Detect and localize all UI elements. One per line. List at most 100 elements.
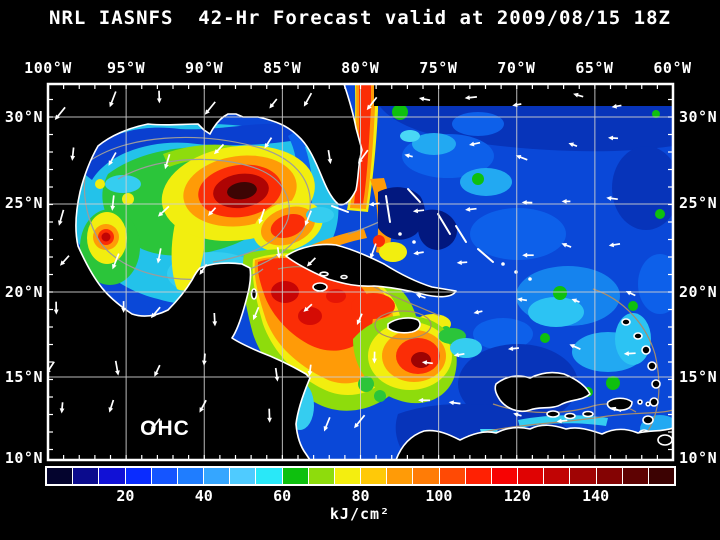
wind-arrow: [571, 298, 580, 304]
wind-arrow: [369, 243, 377, 259]
wind-arrow: [201, 353, 207, 366]
wind-arrow: [53, 301, 59, 315]
wind-arrow: [469, 141, 481, 147]
wind-arrow: [611, 103, 622, 109]
wind-arrow: [623, 351, 636, 356]
wind-arrow: [306, 257, 317, 267]
wind-arrow: [156, 90, 162, 104]
wind-arrow: [357, 149, 369, 164]
wind-arrow: [366, 96, 378, 111]
wind-arrow: [258, 208, 266, 225]
latitude-tick-label-right: 10°N: [679, 449, 718, 467]
wind-arrow: [157, 205, 170, 217]
wind-arrow: [204, 101, 216, 115]
wind-arrow: [114, 360, 120, 376]
colorbar-segment: [491, 468, 518, 484]
wind-arrow: [404, 153, 413, 159]
wind-arrow: [199, 263, 208, 275]
wind-arrow: [521, 200, 533, 205]
ohc-overlay-label: OHC: [140, 417, 190, 440]
wind-arrow: [473, 309, 483, 315]
wind-arrow: [515, 154, 528, 161]
colorbar-segment: [361, 468, 387, 484]
colorbar-segment: [256, 468, 282, 484]
latitude-tick-label-left: 15°N: [4, 368, 43, 386]
colorbar-segment: [387, 468, 413, 484]
wind-arrow: [112, 253, 120, 270]
wind-arrow: [110, 195, 116, 211]
latitude-tick-label-right: 20°N: [679, 283, 718, 301]
wind-arrow: [418, 397, 431, 403]
wind-arrow: [108, 152, 117, 166]
colorbar-segment: [151, 468, 177, 484]
wind-arrow: [213, 143, 225, 155]
colorbar-tick-label: 120: [503, 487, 531, 505]
colorbar-segment: [465, 468, 491, 484]
longitude-tick-label: 75°W: [419, 59, 458, 77]
colorbar-tick-label: 80: [351, 487, 370, 505]
colorbar-tick-label: 100: [425, 487, 453, 505]
wind-arrow: [561, 199, 571, 204]
wind-arrow: [412, 208, 425, 214]
colorbar-tick-label: 60: [273, 487, 292, 505]
wind-arrow: [368, 201, 380, 207]
colorbar-segment: [204, 468, 230, 484]
wind-arrow: [372, 351, 377, 364]
colorbar-segment: [544, 468, 570, 484]
longitude-tick-label: 80°W: [341, 59, 380, 77]
wind-arrow: [212, 312, 218, 327]
wind-arrow: [561, 242, 572, 248]
wind-arrow: [522, 252, 534, 258]
wind-arrow: [156, 248, 162, 264]
wind-arrow: [150, 418, 161, 432]
wind-arrow: [121, 301, 126, 313]
plot-title: NRL IASNFS 42-Hr Forecast valid at 2009/…: [49, 7, 671, 29]
colorbar-segment: [413, 468, 439, 484]
wind-arrow: [608, 135, 619, 141]
latitude-tick-label-left: 20°N: [4, 283, 43, 301]
colorbar-segment: [73, 468, 99, 484]
wind-arrow: [625, 291, 636, 297]
wind-arrow: [267, 408, 272, 423]
latitude-tick-label-left: 30°N: [4, 108, 43, 126]
colorbar-segment: [177, 468, 204, 484]
wind-arrow: [415, 293, 426, 299]
colorbar-segment: [596, 468, 622, 484]
wind-arrow: [303, 92, 313, 107]
wind-arrow: [606, 196, 618, 201]
colorbar-segment: [648, 468, 675, 484]
colorbar-segment: [518, 468, 544, 484]
colorbar-segment: [570, 468, 596, 484]
bahamas-banks: [331, 187, 532, 281]
latitude-tick-label-right: 30°N: [679, 108, 718, 126]
longitude-tick-label: 65°W: [575, 59, 614, 77]
wind-arrow: [573, 92, 584, 98]
longitude-tick-label: 70°W: [497, 59, 536, 77]
wind-arrow: [513, 412, 522, 418]
colorbar: [45, 466, 676, 486]
wind-arrow: [276, 247, 281, 259]
latitude-tick-label-left: 10°N: [4, 449, 43, 467]
longitude-tick-label: 100°W: [24, 59, 72, 77]
wind-arrow: [517, 297, 528, 302]
wind-arrow: [507, 346, 519, 352]
wind-arrow: [448, 400, 461, 406]
map-frame: [46, 82, 675, 462]
longitude-tick-label: 90°W: [185, 59, 224, 77]
colorbar-segment: [47, 468, 73, 484]
wind-arrow: [252, 306, 260, 321]
map-plot: OHC: [46, 82, 675, 462]
colorbar-tick-label: 40: [194, 487, 213, 505]
wind-arrow: [413, 250, 424, 256]
wind-arrow: [465, 206, 477, 212]
wind-arrow: [421, 360, 433, 366]
colorbar-segment: [99, 468, 125, 484]
wind-arrow: [59, 402, 65, 414]
wind-arrow: [303, 303, 313, 312]
longitude-tick-label: 60°W: [653, 59, 692, 77]
wind-arrow: [150, 306, 161, 319]
grid-lines: [48, 84, 673, 460]
longitude-tick-label: 95°W: [106, 59, 146, 77]
wind-arrow: [323, 416, 331, 432]
